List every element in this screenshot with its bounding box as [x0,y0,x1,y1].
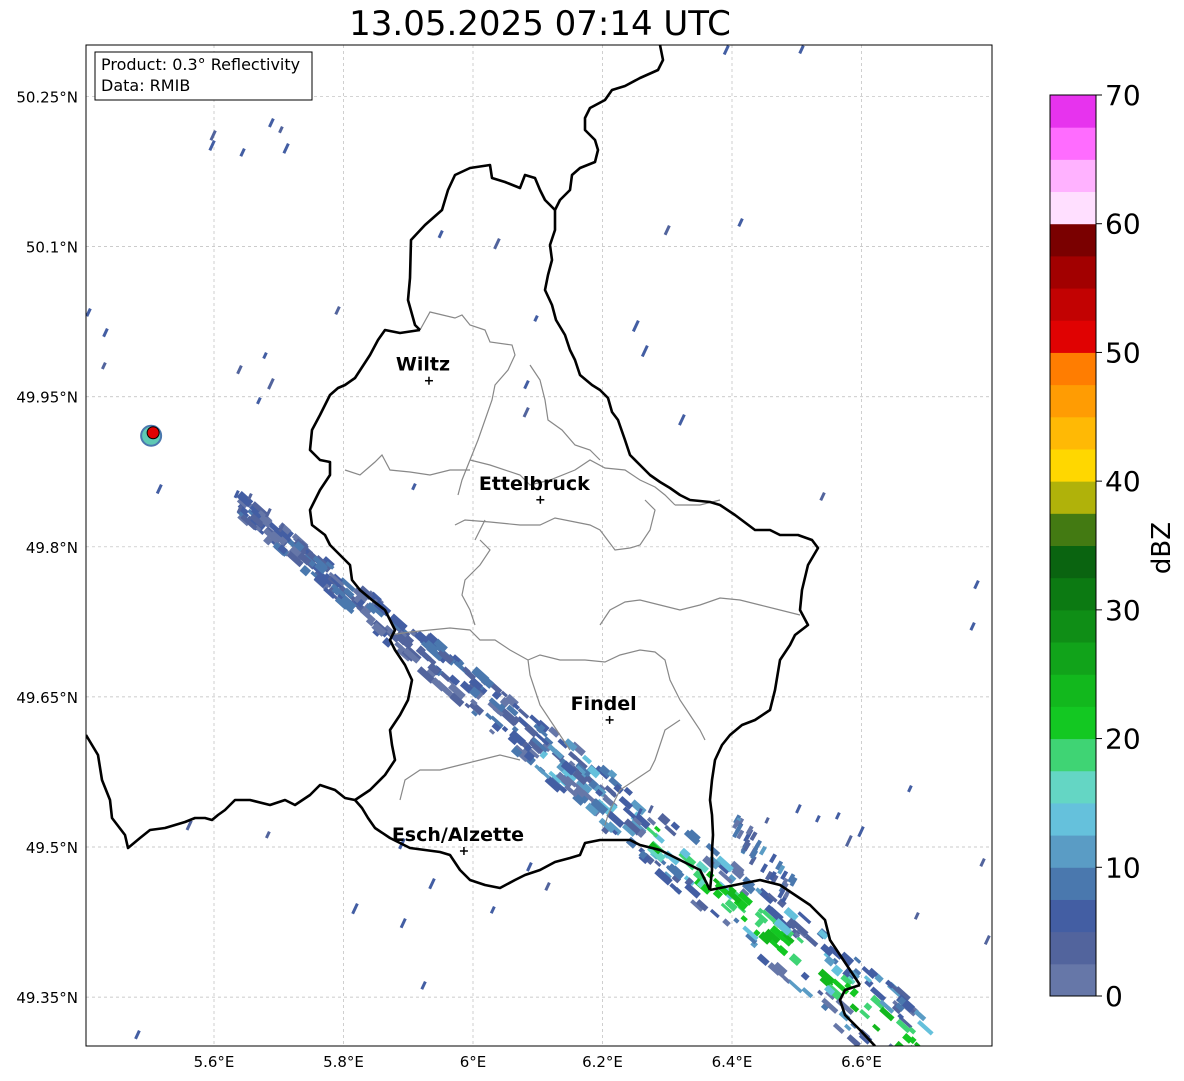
latitude-tick-labels: 50.25°N 50.1°N 49.95°N 49.8°N 49.65°N 49.5°N 4… [16,89,78,1008]
colorbar-tick-label: 60 [1105,208,1141,241]
longitude-tick-labels: 5.6°E 5.8°E 6°E 6.2°E 6.4°E 6.6°E [194,1053,882,1071]
city-label: Findel [571,693,637,715]
plot-frame [85,44,993,1047]
radar-echoes [86,45,991,1046]
colorbar-segment [1050,931,1096,965]
lat-tick-label: 50.1°N [26,239,78,257]
lat-tick-label: 49.95°N [16,389,78,407]
lon-tick-label: 5.8°E [323,1053,364,1071]
info-box: Product: 0.3° Reflectivity Data: RMIB [94,51,313,101]
city-label: Wiltz [396,354,450,376]
info-product: Product: 0.3° Reflectivity [101,55,300,74]
city-marker: Wiltz [396,354,450,385]
colorbar-segment [1050,416,1096,450]
colorbar-segment [1050,288,1096,321]
colorbar-segment [1050,802,1096,836]
colorbar-segment [1050,770,1096,804]
colorbar-segment [1050,191,1096,225]
country-borders [86,45,876,1046]
city-label: Esch/Alzette [392,824,524,846]
lon-tick-label: 6°E [460,1053,487,1071]
lon-tick-label: 6.6°E [841,1053,882,1071]
colorbar-tick-label: 20 [1105,723,1141,756]
radar-site-marker [140,424,163,447]
colorbar-tick-label: 50 [1105,336,1141,369]
colorbar-tick-label: 10 [1105,851,1141,884]
map-title: 13.05.2025 07:14 UTC [349,4,731,44]
colorbar-segment [1050,127,1096,160]
colorbar-segment [1050,577,1096,611]
colorbar: 0 10 20 30 40 50 60 70 [1049,79,1141,1013]
lon-tick-label: 6.2°E [582,1053,623,1071]
lat-tick-label: 49.35°N [16,989,78,1007]
lat-tick-label: 49.8°N [26,539,78,557]
colorbar-segment [1050,513,1096,546]
colorbar-segment [1050,738,1096,772]
colorbar-segment [1050,320,1096,353]
colorbar-segment [1050,352,1096,386]
colorbar-tick-label: 0 [1105,980,1123,1013]
city-marker: Esch/Alzette [392,824,524,856]
colorbar-segment [1050,255,1096,289]
colorbar-segment [1050,159,1096,193]
colorbar-segment [1050,223,1096,257]
lat-tick-label: 49.5°N [26,839,78,857]
colorbar-tick-label: 30 [1105,594,1141,627]
colorbar-segment [1050,95,1096,128]
lat-tick-label: 49.65°N [16,689,78,707]
lon-tick-label: 6.4°E [712,1053,753,1071]
city-marker: Ettelbruck [479,473,590,504]
colorbar-segment [1050,867,1096,900]
colorbar-label: dBZ [1147,522,1177,574]
colorbar-segment [1050,545,1096,579]
colorbar-segment [1050,674,1096,707]
grid-lines [86,45,992,1046]
colorbar-segment [1050,899,1096,933]
colorbar-segment [1050,609,1096,643]
colorbar-segment [1050,963,1096,997]
city-marker: Findel [571,693,637,724]
colorbar-segment [1050,384,1096,418]
colorbar-segment [1050,706,1096,740]
lat-tick-label: 50.25°N [16,89,78,107]
info-data: Data: RMIB [101,76,190,95]
colorbar-segment [1050,448,1096,482]
city-label: Ettelbruck [479,473,590,495]
colorbar-segment [1050,835,1096,868]
colorbar-tick-label: 40 [1105,465,1141,498]
colorbar-tick-label: 70 [1105,79,1141,112]
colorbar-segment [1050,642,1096,675]
city-markers: Wiltz Ettelbruck Findel Esch/Alzette [392,354,637,856]
lon-tick-label: 5.6°E [194,1053,235,1071]
colorbar-segment [1050,481,1096,514]
